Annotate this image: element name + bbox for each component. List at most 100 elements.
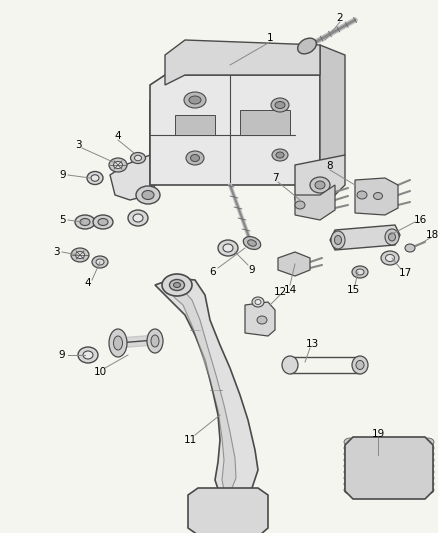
Ellipse shape [315, 181, 325, 189]
Ellipse shape [91, 175, 99, 181]
Ellipse shape [142, 190, 154, 199]
Ellipse shape [247, 240, 256, 246]
Ellipse shape [134, 155, 141, 161]
Ellipse shape [113, 161, 123, 168]
Polygon shape [330, 225, 400, 250]
Ellipse shape [147, 329, 163, 353]
Ellipse shape [422, 462, 434, 470]
Ellipse shape [344, 480, 356, 488]
Polygon shape [188, 488, 268, 533]
Ellipse shape [344, 486, 356, 494]
Ellipse shape [344, 462, 356, 470]
Polygon shape [150, 75, 320, 185]
Ellipse shape [184, 92, 206, 108]
Ellipse shape [96, 259, 104, 265]
Ellipse shape [389, 233, 396, 241]
Ellipse shape [356, 360, 364, 369]
Ellipse shape [422, 456, 434, 464]
Ellipse shape [223, 244, 233, 252]
Text: 10: 10 [93, 367, 106, 377]
Ellipse shape [80, 219, 90, 225]
Polygon shape [245, 302, 275, 336]
Polygon shape [165, 40, 320, 85]
Ellipse shape [356, 269, 364, 275]
Text: 15: 15 [346, 285, 360, 295]
Text: 14: 14 [283, 285, 297, 295]
Ellipse shape [357, 191, 367, 199]
Ellipse shape [98, 219, 108, 225]
Ellipse shape [109, 158, 127, 172]
Text: 2: 2 [337, 13, 343, 23]
Ellipse shape [344, 468, 356, 476]
Ellipse shape [162, 274, 192, 296]
Text: 16: 16 [413, 215, 427, 225]
Polygon shape [295, 185, 335, 220]
Ellipse shape [422, 450, 434, 458]
Ellipse shape [83, 351, 93, 359]
Polygon shape [175, 115, 215, 135]
Ellipse shape [331, 231, 345, 249]
Ellipse shape [71, 248, 89, 262]
Ellipse shape [173, 282, 180, 287]
Ellipse shape [385, 254, 395, 262]
Text: 6: 6 [210, 267, 216, 277]
Ellipse shape [87, 172, 103, 184]
Text: 12: 12 [273, 287, 286, 297]
Polygon shape [110, 100, 155, 200]
Ellipse shape [131, 152, 145, 164]
Ellipse shape [352, 266, 368, 278]
Text: 7: 7 [272, 173, 278, 183]
Ellipse shape [191, 155, 199, 161]
Ellipse shape [75, 215, 95, 229]
Ellipse shape [92, 256, 108, 268]
Ellipse shape [272, 149, 288, 161]
Text: 3: 3 [75, 140, 81, 150]
Ellipse shape [352, 356, 368, 374]
Ellipse shape [344, 456, 356, 464]
Ellipse shape [344, 450, 356, 458]
Ellipse shape [310, 177, 330, 193]
Ellipse shape [298, 38, 316, 54]
Text: 4: 4 [115, 131, 121, 141]
Ellipse shape [243, 237, 261, 249]
Ellipse shape [282, 356, 298, 374]
Ellipse shape [422, 486, 434, 494]
Polygon shape [240, 110, 290, 135]
Ellipse shape [128, 210, 148, 226]
Ellipse shape [344, 444, 356, 452]
Ellipse shape [275, 101, 285, 109]
Polygon shape [355, 178, 398, 215]
Text: 3: 3 [53, 247, 59, 257]
Text: 1: 1 [267, 33, 273, 43]
Ellipse shape [136, 186, 160, 204]
Text: 9: 9 [249, 265, 255, 275]
Text: 18: 18 [425, 230, 438, 240]
Ellipse shape [271, 98, 289, 112]
Ellipse shape [422, 468, 434, 476]
Ellipse shape [344, 474, 356, 482]
Ellipse shape [255, 300, 261, 304]
Text: 8: 8 [327, 161, 333, 171]
Ellipse shape [186, 151, 204, 165]
Ellipse shape [405, 244, 415, 252]
Text: 9: 9 [60, 170, 66, 180]
Ellipse shape [252, 297, 264, 307]
Ellipse shape [422, 480, 434, 488]
Ellipse shape [257, 316, 267, 324]
Text: 13: 13 [305, 339, 318, 349]
Ellipse shape [381, 251, 399, 265]
Ellipse shape [335, 236, 342, 245]
Polygon shape [155, 278, 258, 495]
Ellipse shape [295, 201, 305, 209]
Ellipse shape [218, 240, 238, 256]
Text: 5: 5 [59, 215, 65, 225]
Ellipse shape [109, 329, 127, 357]
Text: 17: 17 [399, 268, 412, 278]
Ellipse shape [93, 215, 113, 229]
Ellipse shape [422, 438, 434, 446]
Text: 19: 19 [371, 429, 385, 439]
Text: 9: 9 [59, 350, 65, 360]
Ellipse shape [113, 336, 123, 350]
Ellipse shape [78, 347, 98, 363]
Ellipse shape [276, 152, 284, 158]
